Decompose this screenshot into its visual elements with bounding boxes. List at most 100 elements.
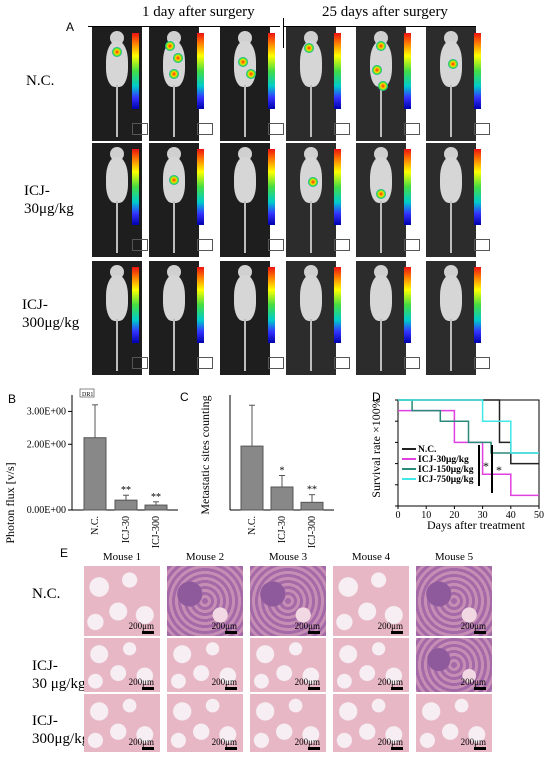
scale-bar-label: 200μm [460,677,486,687]
scale-bar [391,687,403,690]
color-scale-info-box [334,239,350,251]
radiance-color-scale [197,267,204,343]
histology-image: 200μm [84,638,160,692]
scale-bar-label: 200μm [377,677,403,687]
histology-image: 200μm [167,566,243,636]
histology-column-title: Mouse 1 [102,551,142,563]
color-scale-info-box [334,123,350,135]
panel-c-x-tick-label: ICJ-300 [307,516,318,548]
color-scale-info-box [132,239,148,251]
bioluminescence-spot [112,47,122,57]
panel-b-chart: Photon flux [v/s] DR1 0.00E+00 2.00E+00 3.… [3,388,178,548]
panel-b-significance: ** [121,485,131,496]
bracket-divider [283,18,284,48]
panel-a-header-day25: 25 days after surgery [322,4,448,20]
histology-column-title: Mouse 5 [434,551,474,563]
color-scale-info-box [132,357,148,369]
color-scale-info-box [404,357,420,369]
scale-bar [474,747,486,750]
radiance-color-scale [197,149,204,225]
panel-d-x-tick-label: 10 [421,510,431,521]
panel-b-bar [83,437,107,511]
radiance-color-scale [197,33,204,109]
panel-d-x-tick-label: 30 [478,510,488,521]
scale-bar [474,687,486,690]
histology-image: 200μm [167,694,243,752]
bioluminescence-spot [378,81,388,91]
scale-bar [142,687,154,690]
ivis-mouse-image [149,143,199,257]
panel-c-bar [300,501,324,511]
panel-b-x-tick-label: ICJ-30 [121,516,132,543]
panel-a-row-label-30: ICJ- 30μg/kg [24,183,74,217]
panel-d-sig-star-2: * [496,463,502,477]
radiance-color-scale [268,149,275,225]
panel-a-row-label-300: ICJ- 300μg/kg [22,297,80,331]
radiance-color-scale [268,267,275,343]
color-scale-info-box [268,357,284,369]
scale-bar [225,687,237,690]
bioluminescence-spot [308,177,318,187]
panel-d-x-tick-label: 0 [396,510,401,521]
scale-bar-label: 200μm [128,677,154,687]
bioluminescence-spot [304,43,314,53]
panel-b-legend-text: DR1 [82,392,93,398]
color-scale-info-box [197,357,213,369]
scale-bar-label: 200μm [377,737,403,747]
panel-c-ylabel: Metastatic sites counting [198,395,212,514]
panel-e-letter: E [60,546,69,560]
panel-c-bar [270,486,294,511]
bioluminescence-spot [376,41,386,51]
panel-c-significance: ** [307,485,317,496]
histology-image: 200μm [250,638,326,692]
panel-b-ylabel: Photon flux [v/s] [3,462,17,543]
ivis-mouse-image [286,143,336,257]
panel-c-significance: * [280,466,285,477]
radiance-color-scale [132,33,139,109]
panel-b-y-tick-label: 2.00E+00 [27,439,66,450]
scale-bar [308,687,320,690]
panel-e-row-label-300: ICJ- 300μg/kg [32,713,90,747]
ivis-mouse-image [286,261,336,375]
ivis-mouse-image [356,27,406,141]
scale-bar [142,631,154,634]
panel-c-x-tick-label: N.C. [247,516,258,535]
panel-a-header-day1: 1 day after surgery [142,4,255,20]
panel-d-x-tick-label: 20 [449,510,459,521]
bioluminescence-spot [165,41,175,51]
ivis-mouse-image [220,143,270,257]
panel-c-bar [240,445,264,511]
scale-bar [391,631,403,634]
scale-bar [308,747,320,750]
ivis-mouse-image [356,143,406,257]
histology-image: 200μm [416,638,492,692]
histology-image: 200μm [333,566,409,636]
histology-image: 200μm [250,694,326,752]
color-scale-info-box [334,357,350,369]
color-scale-info-box [268,123,284,135]
color-scale-info-box [474,357,490,369]
histology-image: 200μm [84,566,160,636]
radiance-color-scale [334,267,341,343]
panel-a-row-label-nc: N.C. [26,73,55,89]
scale-bar-label: 200μm [460,737,486,747]
panel-d-legend-label: ICJ-30μg/kg [418,455,469,465]
panel-d-chart: Survival rate ×100% Days after treatment… [369,398,544,532]
scale-bar-label: 200μm [211,621,237,631]
panel-d-x-tick-label: 40 [506,510,516,521]
scale-bar-label: 200μm [294,677,320,687]
panel-e-row-label-nc: N.C. [32,586,61,602]
bioluminescence-spot [169,175,179,185]
histology-column-title: Mouse 3 [268,551,308,563]
bioluminescence-spot [173,53,183,63]
scale-bar [225,747,237,750]
panel-b-bar [114,499,138,511]
color-scale-info-box [404,239,420,251]
bracket-day1 [88,26,280,27]
color-scale-info-box [404,123,420,135]
histology-column-title: Mouse 4 [351,551,391,563]
color-scale-info-box [268,239,284,251]
histology-image: 200μm [333,638,409,692]
panel-d-legend-label: ICJ-750μg/kg [418,475,474,485]
histology-image: 200μm [416,694,492,752]
